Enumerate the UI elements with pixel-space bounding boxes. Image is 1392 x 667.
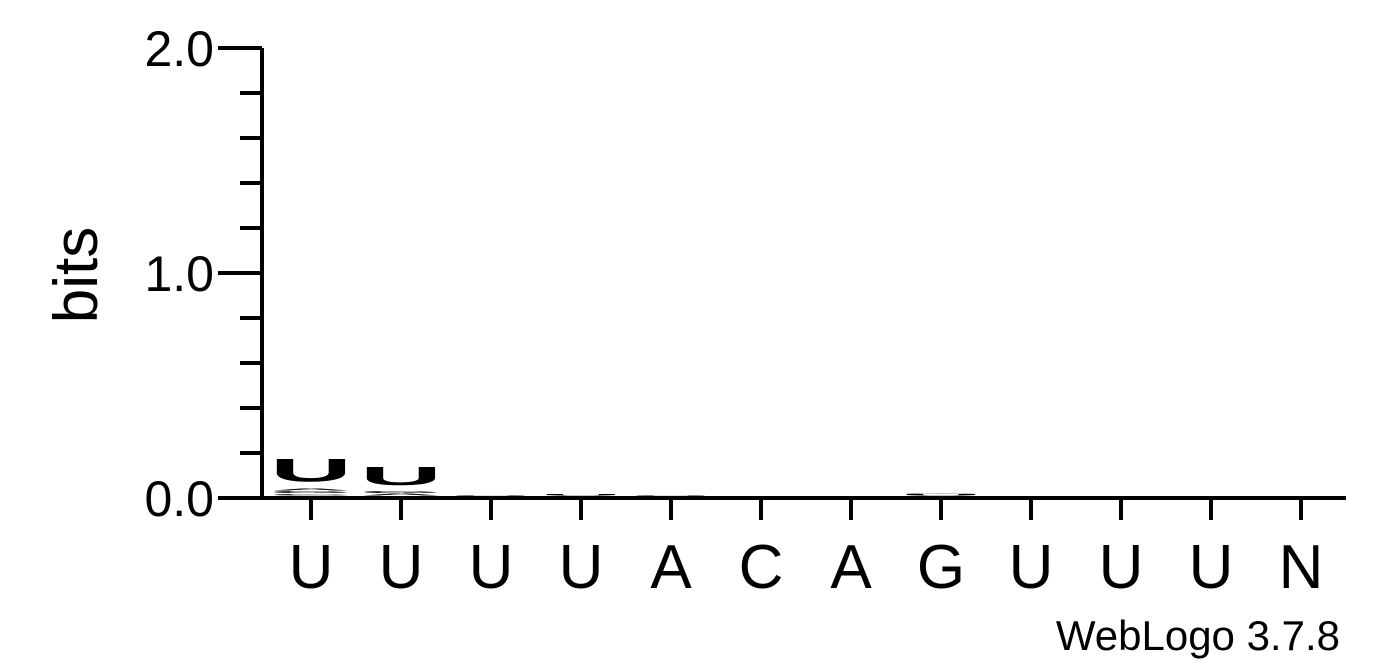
position-label: U [1189, 533, 1234, 602]
logo-letter: G [270, 491, 352, 494]
position-label: C [739, 533, 784, 602]
weblogo-version-label: WebLogo 3.7.8 [1056, 612, 1340, 659]
logo-letter: U [450, 495, 532, 496]
position-label: A [650, 533, 692, 602]
axes [260, 48, 1346, 500]
position-label: U [379, 533, 424, 602]
position-label: U [289, 533, 334, 602]
logo-letter: G [360, 491, 442, 494]
y-tick-label: 2.0 [144, 21, 214, 77]
y-ticks: 0.0 1.0 2.0 [144, 21, 262, 527]
position-label: N [1279, 533, 1324, 602]
y-tick-label: 0.0 [144, 471, 214, 527]
logo-letter: C [270, 494, 352, 496]
position-label: G [917, 533, 965, 602]
position-label: A [830, 533, 872, 602]
logo-letter: U [630, 495, 712, 496]
y-tick-label: 1.0 [144, 246, 214, 302]
position-label: U [559, 533, 604, 602]
logo-letter: A [360, 493, 442, 496]
logo-letter: U [900, 494, 982, 496]
position-label: U [1099, 533, 1144, 602]
logo-letter: U [540, 494, 622, 496]
position-label: U [469, 533, 514, 602]
position-label: U [1009, 533, 1054, 602]
logo-letter: U [360, 461, 442, 490]
logo-letter: A [270, 488, 352, 491]
logo-letter: U [270, 452, 352, 488]
logo-letter: G [900, 493, 982, 494]
y-axis-title: bits [42, 227, 111, 323]
